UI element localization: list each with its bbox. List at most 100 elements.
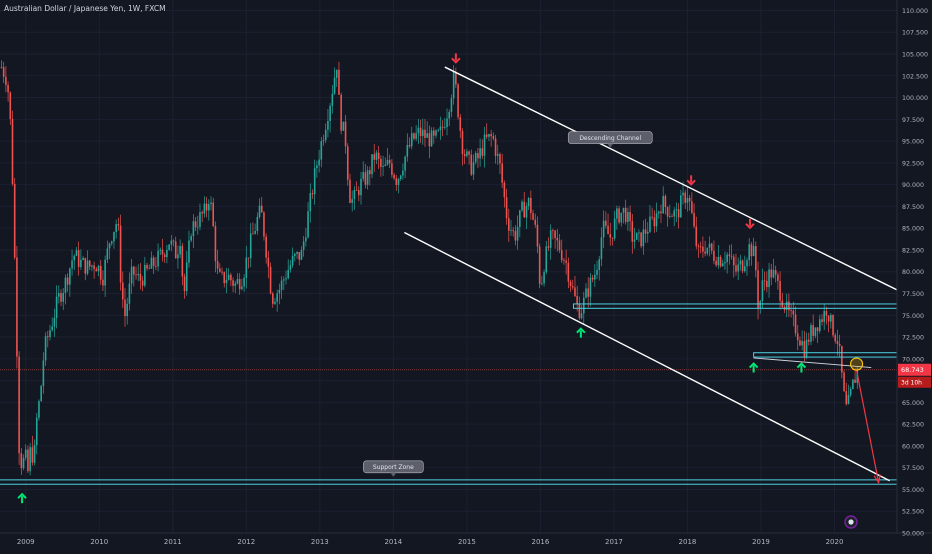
candle-body xyxy=(338,69,340,95)
candle-body xyxy=(651,216,653,218)
candle-body xyxy=(724,262,726,264)
candle-body xyxy=(693,212,695,227)
price-tick-label: 70.000 xyxy=(902,356,924,363)
candle-body xyxy=(673,210,676,217)
candle-body xyxy=(117,224,120,226)
candle-body xyxy=(669,216,671,217)
price-axis-panel[interactable] xyxy=(897,0,932,550)
candle-body xyxy=(402,170,404,176)
candle-body xyxy=(223,272,226,284)
candle-body xyxy=(774,269,777,275)
candle-body xyxy=(49,330,51,338)
candle-body xyxy=(395,178,398,185)
candle-body xyxy=(638,232,640,234)
candle-body xyxy=(666,207,669,217)
candle-body xyxy=(296,251,298,254)
candle-body xyxy=(245,257,248,278)
drawings[interactable]: Descending Channel Support Zone xyxy=(0,53,898,504)
candle-body xyxy=(750,244,753,257)
candle-body xyxy=(490,134,492,137)
green-arrow-up-icon[interactable] xyxy=(796,362,807,373)
candle-body xyxy=(73,255,76,261)
candle-body xyxy=(536,224,539,247)
candle-body xyxy=(212,202,215,227)
candle-body xyxy=(532,213,534,220)
candle-body xyxy=(702,246,704,252)
candle-body xyxy=(616,208,618,219)
candle-body xyxy=(444,127,446,128)
candle-body xyxy=(305,237,307,242)
candle-body xyxy=(179,245,181,255)
candle-body xyxy=(375,152,378,160)
red-arrow-down-icon[interactable] xyxy=(745,218,755,230)
candle-body xyxy=(110,241,113,244)
candle-body xyxy=(799,340,801,346)
candle-body xyxy=(185,262,188,292)
event-marker-icon[interactable] xyxy=(844,515,858,529)
candle-body xyxy=(708,243,711,248)
candle-body xyxy=(278,289,281,294)
callout-annotation[interactable]: Descending Channel xyxy=(567,131,653,148)
channel-lower-line[interactable] xyxy=(404,231,890,482)
time-tick-label: 2020 xyxy=(826,538,844,546)
callout-annotation[interactable]: Support Zone xyxy=(363,460,424,477)
candle-body xyxy=(9,92,12,119)
candle-body xyxy=(488,134,490,137)
candle-body xyxy=(71,260,73,269)
candle-body xyxy=(225,279,228,284)
candle-body xyxy=(640,232,642,247)
red-arrow-down-icon[interactable] xyxy=(451,53,461,64)
candle-body xyxy=(596,269,598,275)
candle-body xyxy=(260,205,263,213)
breakdown-trendline[interactable] xyxy=(753,357,872,368)
candle-body xyxy=(832,314,834,336)
price-tick-label: 75.000 xyxy=(902,313,924,320)
candle-body xyxy=(463,154,466,157)
candle-body xyxy=(397,178,400,185)
red-arrow-down-icon[interactable] xyxy=(686,175,696,186)
candle-body xyxy=(168,244,170,250)
green-arrow-up-icon[interactable] xyxy=(576,327,586,338)
candle-body xyxy=(148,268,151,270)
candle-body xyxy=(552,230,554,231)
candle-body xyxy=(163,254,166,258)
candle-body xyxy=(810,325,812,342)
price-tick-label: 80.000 xyxy=(902,269,924,276)
candle-body xyxy=(298,251,301,260)
channel-upper-line[interactable] xyxy=(444,66,898,291)
projection-arrow-line[interactable] xyxy=(855,370,880,483)
candle-body xyxy=(93,265,95,270)
candle-body xyxy=(448,111,451,119)
candle-body xyxy=(7,84,9,93)
candle-body xyxy=(618,208,620,223)
candle-body xyxy=(594,274,596,280)
candle-body xyxy=(823,310,826,322)
price-tick-label: 57.500 xyxy=(902,465,924,472)
candle-body xyxy=(691,201,693,213)
candle-body xyxy=(589,277,592,297)
candle-body xyxy=(580,313,583,319)
candle-body xyxy=(243,277,245,287)
candle-body xyxy=(655,213,658,227)
candle-body xyxy=(106,248,109,260)
candle-body xyxy=(695,226,698,247)
candle-body xyxy=(741,260,744,272)
price-tick-label: 60.000 xyxy=(902,443,924,450)
green-arrow-up-icon[interactable] xyxy=(17,492,27,504)
candle-body xyxy=(199,212,201,227)
candle-body xyxy=(333,77,336,94)
green-arrow-up-icon[interactable] xyxy=(748,362,759,373)
candle-body xyxy=(565,260,567,263)
breakout-circle-marker[interactable] xyxy=(849,357,864,371)
candle-body xyxy=(492,136,495,139)
symbol-title[interactable]: Australian Dollar / Japanese Yen, 1W, FX… xyxy=(4,4,166,13)
candle-body xyxy=(541,283,543,285)
candle-body xyxy=(721,263,724,267)
candle-body xyxy=(192,221,195,237)
candle-body xyxy=(644,229,647,234)
candle-body xyxy=(602,220,605,238)
